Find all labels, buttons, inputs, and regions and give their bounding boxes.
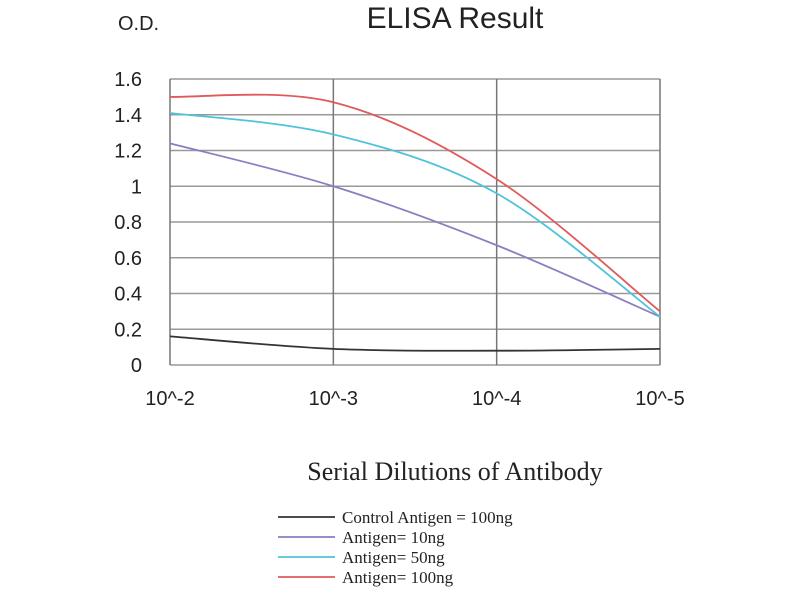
y-tick-label: 0.8 xyxy=(114,212,142,234)
chart-title: ELISA Result xyxy=(367,2,544,35)
y-axis-label: O.D. xyxy=(118,13,159,35)
y-tick-label: 0 xyxy=(131,355,142,377)
x-tick-label: 10^-4 xyxy=(472,388,521,410)
y-tick-label: 0.6 xyxy=(114,248,142,270)
y-tick-label: 1.6 xyxy=(114,69,142,91)
x-axis-label: Serial Dilutions of Antibody xyxy=(307,457,602,486)
tick-labels: 0 0.2 0.4 0.6 0.8 1 1.2 1.4 1.6 10^-2 10^-3 10^-4 10… xyxy=(114,69,685,410)
y-tick-label: 1 xyxy=(131,176,142,198)
legend-label: Antigen= 50ng xyxy=(342,548,445,567)
y-tick-label: 1.2 xyxy=(114,141,142,163)
series-line xyxy=(169,142,661,318)
y-tick-label: 1.4 xyxy=(114,105,142,127)
series-lines xyxy=(169,93,661,352)
legend-label: Antigen= 10ng xyxy=(342,528,445,547)
legend-label: Control Antigen = 100ng xyxy=(342,508,513,527)
x-tick-label: 10^-3 xyxy=(309,388,358,410)
series-line xyxy=(169,93,661,313)
x-tick-label: 10^-2 xyxy=(145,388,194,410)
grid xyxy=(169,78,661,366)
y-tick-label: 0.4 xyxy=(114,284,142,306)
series-line xyxy=(169,335,661,352)
x-tick-label: 10^-5 xyxy=(635,388,684,410)
legend-label: Antigen= 100ng xyxy=(342,568,454,587)
y-tick-label: 0.2 xyxy=(114,319,142,341)
series-line xyxy=(169,112,661,318)
